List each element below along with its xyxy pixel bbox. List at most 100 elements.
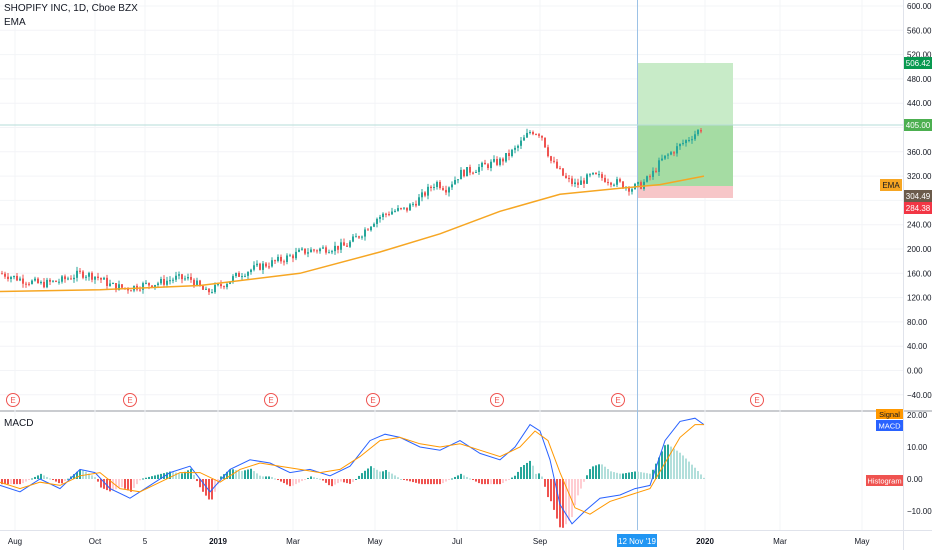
time-axis[interactable]: Aug Oct 5 2019 Mar May Jul Sep 2020 Mar May xyxy=(8,537,870,546)
candle[interactable] xyxy=(478,164,480,175)
candle[interactable] xyxy=(682,139,684,146)
candle[interactable] xyxy=(493,155,495,163)
candle[interactable] xyxy=(532,130,534,136)
candle[interactable] xyxy=(184,275,186,281)
candle[interactable] xyxy=(424,191,426,198)
candle[interactable] xyxy=(391,207,393,215)
candle[interactable] xyxy=(376,217,378,228)
candle[interactable] xyxy=(559,165,561,170)
candle[interactable] xyxy=(505,153,507,163)
candle[interactable] xyxy=(283,259,285,266)
candle[interactable] xyxy=(586,173,588,185)
candle[interactable] xyxy=(583,177,585,188)
candle[interactable] xyxy=(670,150,672,156)
candle[interactable] xyxy=(70,275,72,280)
candle[interactable] xyxy=(568,174,570,183)
candle[interactable] xyxy=(373,222,375,228)
candle[interactable] xyxy=(175,271,177,283)
candle[interactable] xyxy=(610,181,612,188)
candlestick-series[interactable] xyxy=(1,127,702,296)
candle[interactable] xyxy=(553,156,555,164)
candle[interactable] xyxy=(604,174,606,183)
candle[interactable] xyxy=(322,245,324,249)
candle[interactable] xyxy=(397,205,399,212)
candle[interactable] xyxy=(268,262,270,270)
candle[interactable] xyxy=(646,175,648,183)
candle[interactable] xyxy=(190,273,192,283)
ema-legend[interactable]: EMA xyxy=(4,17,26,28)
candle[interactable] xyxy=(550,155,552,164)
candle[interactable] xyxy=(301,247,303,251)
candle[interactable] xyxy=(94,276,96,284)
candle[interactable] xyxy=(487,162,489,171)
candle[interactable] xyxy=(652,167,654,180)
profit-zone-filled[interactable] xyxy=(637,125,733,186)
candle[interactable] xyxy=(349,240,351,249)
candle[interactable] xyxy=(43,277,45,289)
candle[interactable] xyxy=(58,278,60,285)
candle[interactable] xyxy=(538,133,540,138)
candle[interactable] xyxy=(280,254,282,264)
candle[interactable] xyxy=(31,279,33,285)
candle[interactable] xyxy=(250,268,252,275)
candle[interactable] xyxy=(82,270,84,280)
candle[interactable] xyxy=(661,154,663,162)
candle[interactable] xyxy=(571,175,573,187)
earnings-marker[interactable]: E xyxy=(611,393,625,407)
macd-axis[interactable]: 20.00 10.00 0.00 −10.00 xyxy=(907,411,932,516)
candle[interactable] xyxy=(631,187,633,195)
candle[interactable] xyxy=(673,150,675,157)
candle[interactable] xyxy=(601,171,603,181)
candle[interactable] xyxy=(394,209,396,213)
candle[interactable] xyxy=(34,276,36,282)
candle[interactable] xyxy=(211,288,213,294)
macd-histogram[interactable] xyxy=(1,444,705,528)
candle[interactable] xyxy=(433,183,435,191)
candle[interactable] xyxy=(463,169,465,178)
candle[interactable] xyxy=(514,145,516,154)
candle[interactable] xyxy=(160,276,162,286)
candle[interactable] xyxy=(220,280,222,289)
candle[interactable] xyxy=(697,128,699,137)
candle[interactable] xyxy=(244,273,246,278)
candle[interactable] xyxy=(475,169,477,173)
candle[interactable] xyxy=(334,241,336,255)
candle[interactable] xyxy=(355,233,357,238)
candle[interactable] xyxy=(469,164,471,176)
candle[interactable] xyxy=(79,268,81,274)
candle[interactable] xyxy=(28,282,30,287)
candle[interactable] xyxy=(253,261,255,272)
candle[interactable] xyxy=(187,273,189,281)
candle[interactable] xyxy=(310,247,312,253)
candle[interactable] xyxy=(337,245,339,254)
candle[interactable] xyxy=(262,260,264,274)
candle[interactable] xyxy=(649,174,651,181)
candle[interactable] xyxy=(304,248,306,256)
candle[interactable] xyxy=(235,272,237,278)
candle[interactable] xyxy=(55,280,57,283)
candle[interactable] xyxy=(580,176,582,185)
candle[interactable] xyxy=(109,279,111,287)
candle[interactable] xyxy=(25,281,27,288)
candle[interactable] xyxy=(541,135,543,141)
candle[interactable] xyxy=(205,286,207,290)
candle[interactable] xyxy=(178,271,180,280)
chart-title[interactable]: SHOPIFY INC, 1D, Cboe BZX xyxy=(4,3,138,14)
candle[interactable] xyxy=(169,276,171,285)
candle[interactable] xyxy=(484,159,486,165)
candle[interactable] xyxy=(100,277,102,284)
candle[interactable] xyxy=(481,161,483,171)
candle[interactable] xyxy=(265,261,267,268)
candle[interactable] xyxy=(664,155,666,161)
candle[interactable] xyxy=(412,201,414,207)
candle[interactable] xyxy=(22,274,24,288)
candle[interactable] xyxy=(226,282,228,290)
candle[interactable] xyxy=(679,143,681,150)
candle[interactable] xyxy=(598,170,600,178)
candle[interactable] xyxy=(223,285,225,290)
candle[interactable] xyxy=(286,253,288,265)
candle[interactable] xyxy=(97,272,99,281)
candle[interactable] xyxy=(382,212,384,221)
